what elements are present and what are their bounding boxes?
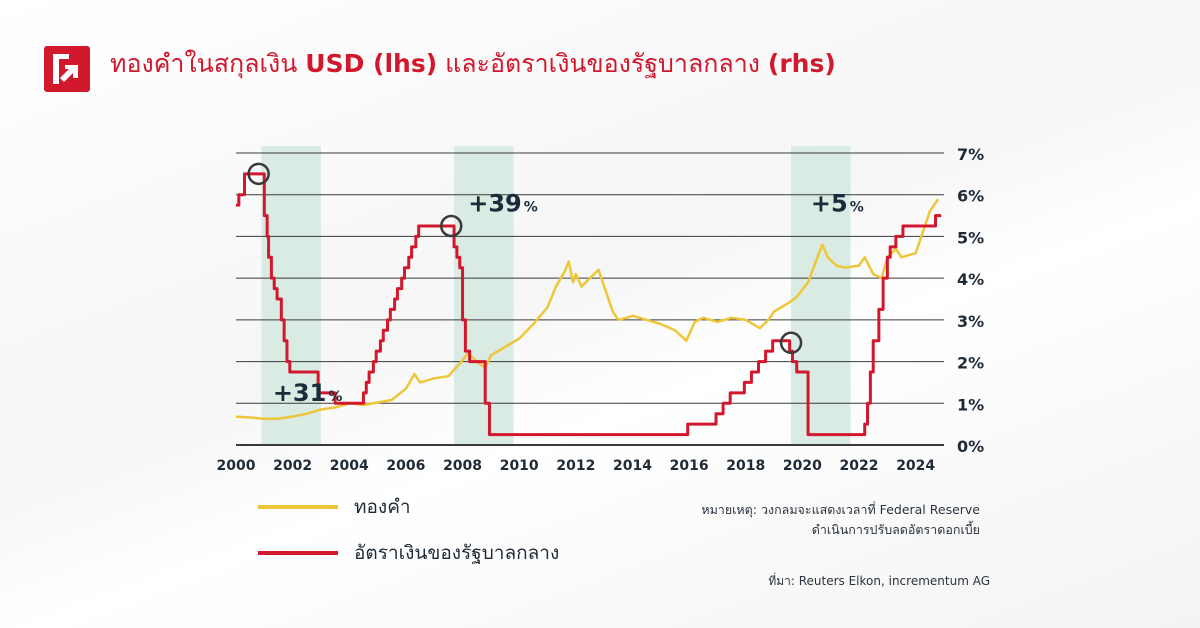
annotation-unit: % <box>524 199 538 215</box>
x-tick-label: 2010 <box>500 458 539 474</box>
annotation-unit: % <box>328 389 342 405</box>
y-tick-label: 1% <box>957 395 984 414</box>
annotation-2: +39% <box>468 189 538 217</box>
y-tick-label: 0% <box>957 437 984 456</box>
y-tick-label: 6% <box>957 187 984 206</box>
shaded-period-3 <box>791 146 851 445</box>
note-line-1: หมายเหตุ: วงกลมจะแสดงเวลาที่ Federal Res… <box>701 502 980 517</box>
x-tick-label: 2018 <box>726 458 765 474</box>
annotation-unit: % <box>850 199 864 215</box>
y-tick-label: 2% <box>957 354 984 373</box>
x-tick-label: 2000 <box>217 458 256 474</box>
annotation-value: +5 <box>811 189 848 217</box>
series-line-fed-rate <box>236 172 942 437</box>
legend-label-fed-rate: อัตราเงินของรัฐบาลกลาง <box>354 542 560 564</box>
annotation-1: +31% <box>273 379 343 407</box>
annotation-3: +5% <box>811 189 864 217</box>
y-tick-label: 3% <box>957 312 984 331</box>
legend-swatch-fed-rate <box>258 551 338 555</box>
annotation-value: +39 <box>468 189 522 217</box>
x-tick-label: 2014 <box>613 458 652 474</box>
brand-logo-icon <box>44 46 90 92</box>
y-tick-label: 4% <box>957 270 984 289</box>
legend-item-gold: ทองคำ <box>258 492 411 522</box>
x-tick-label: 2004 <box>330 458 369 474</box>
x-tick-label: 2012 <box>556 458 595 474</box>
legend-swatch-gold <box>258 505 338 509</box>
x-tick-label: 2020 <box>783 458 822 474</box>
annotation-value: +31 <box>273 379 327 407</box>
chart-source: ที่มา: Reuters Elkon, incrementum AG <box>768 574 990 588</box>
series-line-gold <box>235 198 940 420</box>
x-tick-label: 2024 <box>896 458 935 474</box>
x-tick-label: 2016 <box>670 458 709 474</box>
rate-cut-circle-1 <box>247 162 270 186</box>
rate-cut-circle-3 <box>779 331 803 355</box>
chart-note: หมายเหตุ: วงกลมจะแสดงเวลาที่ Federal Res… <box>701 500 980 540</box>
note-line-2: ดำเนินการปรับลดอัตราดอกเบี้ย <box>811 522 980 537</box>
x-tick-label: 2002 <box>273 458 312 474</box>
x-tick-label: 2006 <box>386 458 425 474</box>
chart-title: ทองคำในสกุลเงิน USD (lhs) และอัตราเงินขอ… <box>110 49 836 78</box>
x-tick-label: 2008 <box>443 458 482 474</box>
shaded-period-1 <box>261 146 321 445</box>
rate-cut-circle-2 <box>439 214 463 238</box>
x-tick-label: 2022 <box>840 458 879 474</box>
legend-item-fed-rate: อัตราเงินของรัฐบาลกลาง <box>258 538 559 568</box>
y-tick-label: 5% <box>957 228 984 247</box>
legend-label-gold: ทองคำ <box>354 496 411 518</box>
y-tick-label: 7% <box>957 145 984 164</box>
